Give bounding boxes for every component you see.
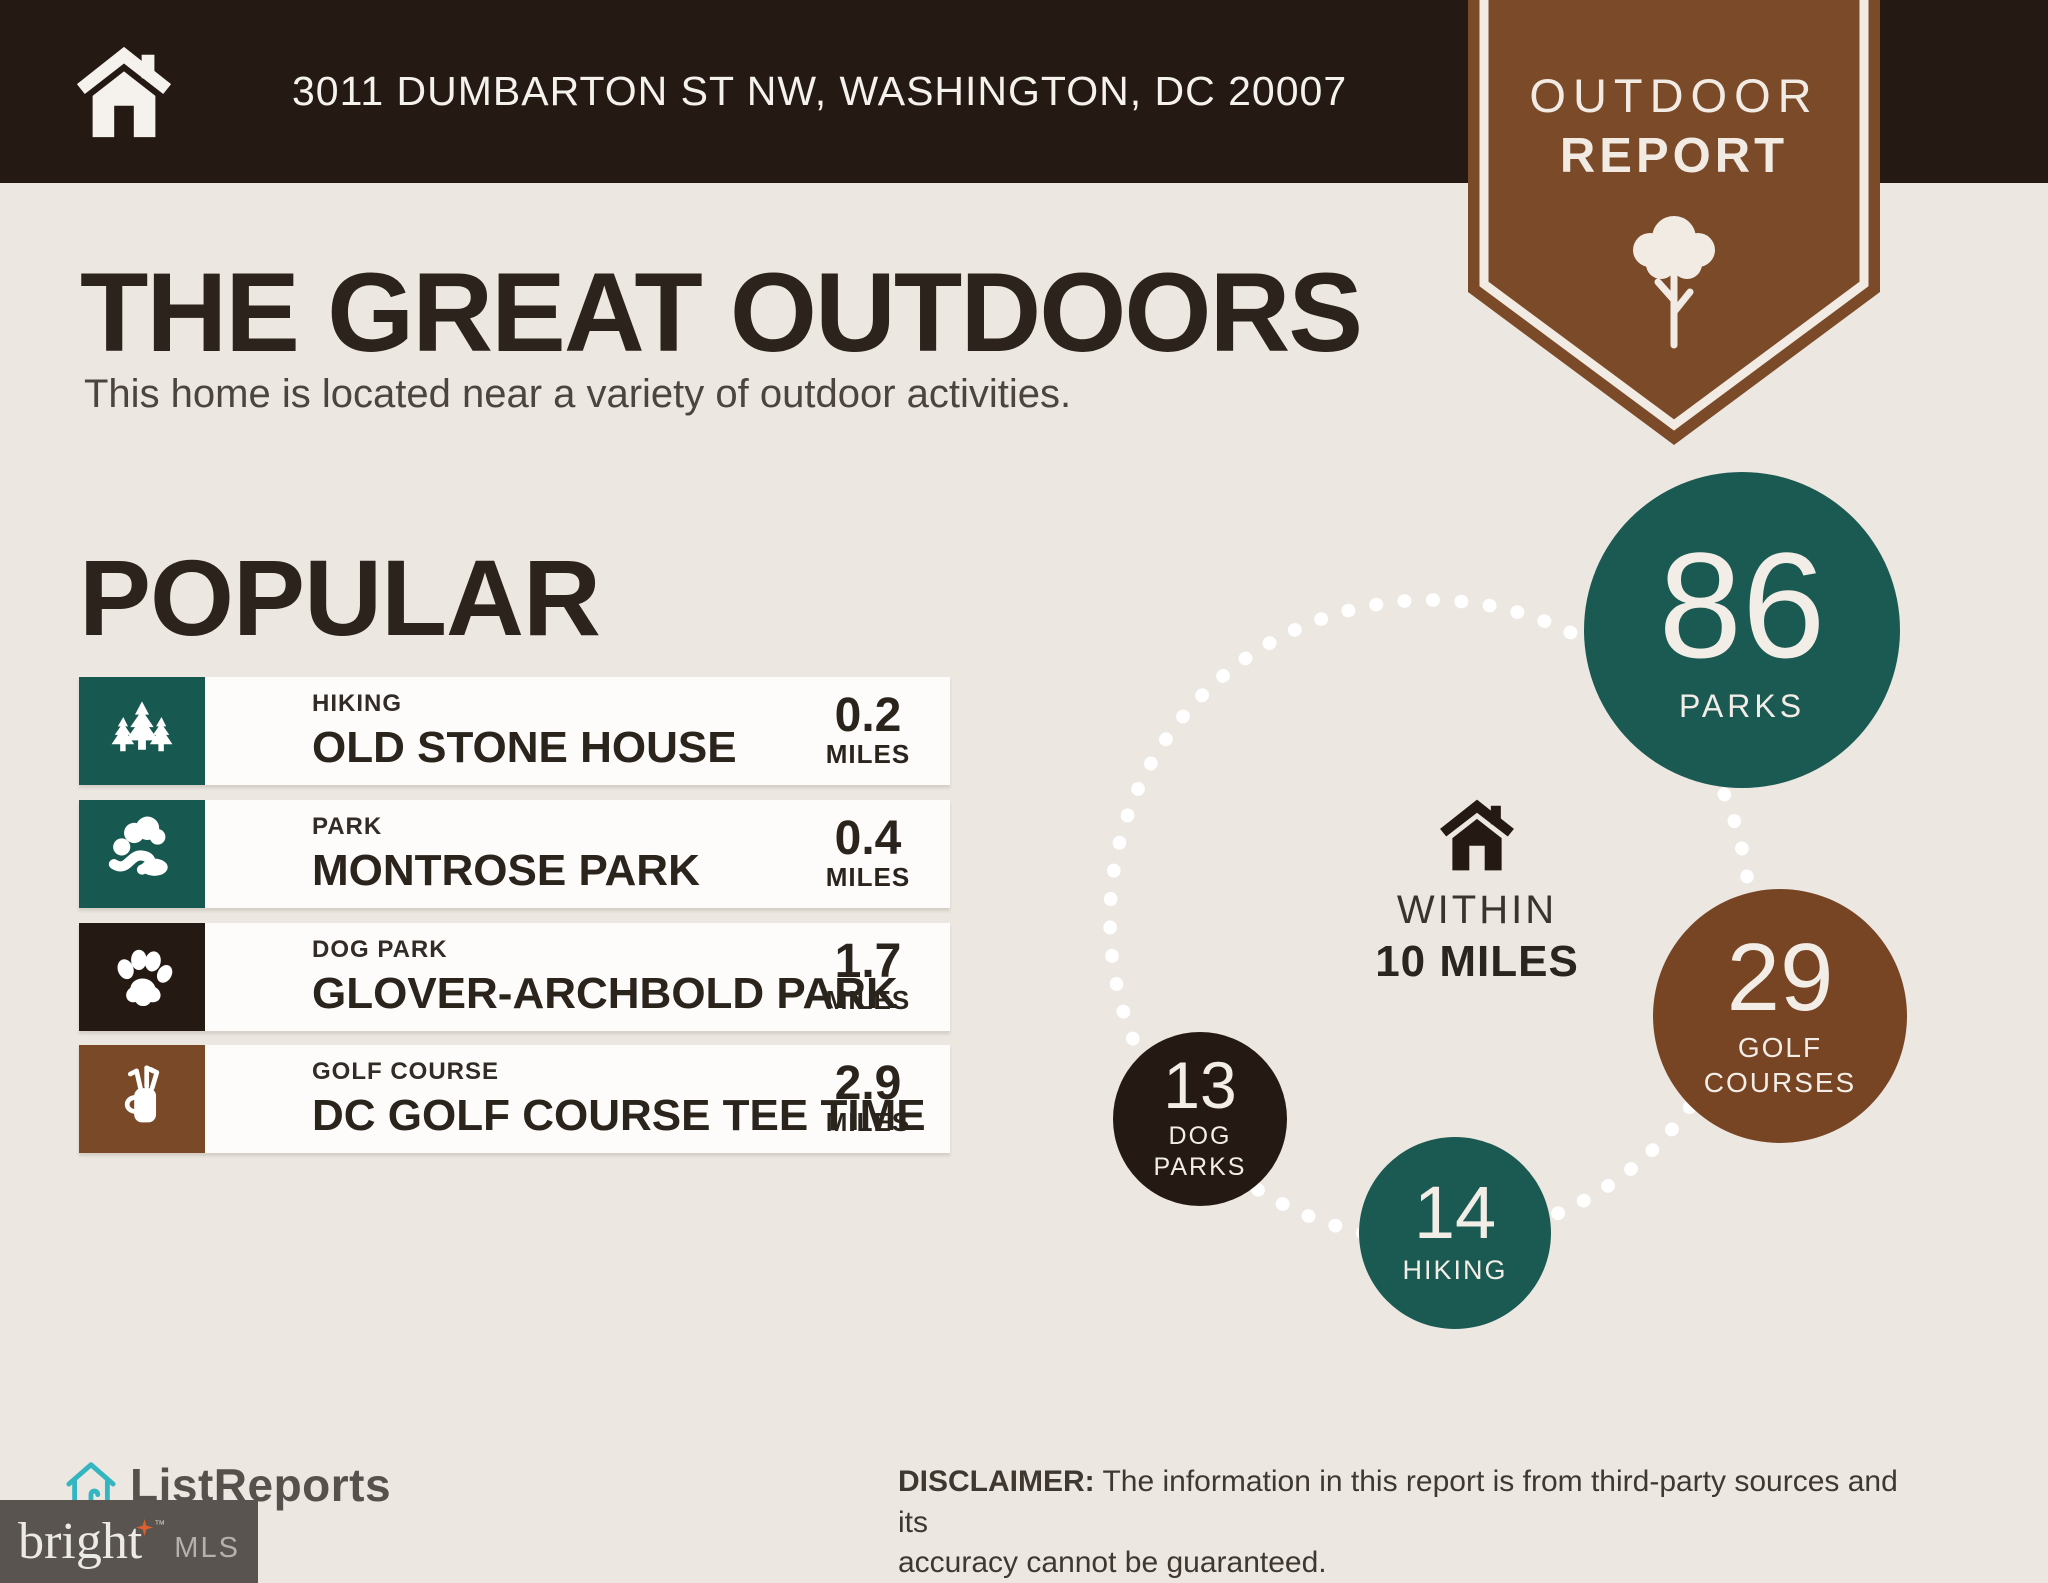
property-address: 3011 DUMBARTON ST NW, WASHINGTON, DC 200… <box>292 68 1348 114</box>
poi-text: HIKING OLD STONE HOUSE <box>312 677 737 785</box>
disclaimer-line2: accuracy cannot be guaranteed. <box>898 1546 1327 1579</box>
stat-bubble-dog-parks: 13 DOG PARKS <box>1113 1032 1287 1206</box>
paw-icon <box>117 949 173 1007</box>
stat-label: DOG PARKS <box>1154 1121 1247 1184</box>
popular-heading: POPULAR <box>79 537 601 658</box>
golf-bag-icon <box>124 1065 160 1123</box>
badge-title-line2: REPORT <box>1560 129 1788 183</box>
poi-name: MONTROSE PARK <box>312 845 700 895</box>
poi-name: DC GOLF COURSE TEE TIME <box>312 1090 926 1140</box>
poi-row-dog-park: DOG PARK GLOVER-ARCHBOLD PARK 1.7 MILES <box>79 923 950 1031</box>
poi-name: OLD STONE HOUSE <box>312 722 737 772</box>
stat-bubble-hiking: 14 HIKING <box>1359 1137 1551 1329</box>
poi-row-hiking: HIKING OLD STONE HOUSE 0.2 MILES <box>79 677 950 785</box>
poi-tile <box>79 923 205 1031</box>
poi-distance: 1.7 MILES <box>808 938 928 1016</box>
stat-label: GOLF COURSES <box>1704 1030 1856 1100</box>
disclaimer-label: DISCLAIMER: <box>898 1465 1095 1498</box>
stat-label-line1: GOLF <box>1737 1031 1823 1063</box>
stat-value: 29 <box>1726 924 1834 1032</box>
stat-label-line2: COURSES <box>1703 1066 1857 1098</box>
mls-wordmark: MLS <box>174 1532 240 1564</box>
page-subtitle: This home is located near a variety of o… <box>84 372 1072 416</box>
stat-label: PARKS <box>1678 688 1806 725</box>
star-icon <box>136 1519 154 1536</box>
poi-distance: 2.9 MILES <box>808 1060 928 1138</box>
poi-text: DOG PARK GLOVER-ARCHBOLD PARK <box>312 923 898 1031</box>
poi-tile <box>79 1045 205 1153</box>
disclaimer-text: DISCLAIMER: The information in this repo… <box>898 1462 1898 1583</box>
poi-distance-unit: MILES <box>825 739 911 770</box>
stat-value: 14 <box>1413 1171 1497 1255</box>
stat-value: 86 <box>1658 520 1826 689</box>
poi-distance-unit: MILES <box>825 862 911 893</box>
stat-label-line2: PARKS <box>1153 1153 1247 1182</box>
poi-category: HIKING <box>312 689 402 717</box>
disclaimer-line1: The information in this report is from t… <box>898 1465 1898 1539</box>
badge-title-line1: OUTDOOR <box>1529 69 1818 122</box>
stat-center-line2: 10 MILES <box>1375 937 1579 986</box>
poi-distance-value: 2.9 <box>834 1057 902 1111</box>
poi-row-park: PARK MONTROSE PARK 0.4 MILES <box>79 800 950 908</box>
poi-row-golf: GOLF COURSE DC GOLF COURSE TEE TIME 2.9 … <box>79 1045 950 1153</box>
tree-icon <box>1633 216 1715 349</box>
outdoor-report-badge: OUTDOOR REPORT <box>1468 0 1880 455</box>
poi-distance-unit: MILES <box>825 985 911 1016</box>
poi-category: GOLF COURSE <box>312 1057 500 1085</box>
poi-distance-unit: MILES <box>825 1107 911 1138</box>
poi-distance: 0.2 MILES <box>808 692 928 770</box>
stat-bubble-parks: 86 PARKS <box>1584 472 1900 788</box>
stat-bubble-golf-courses: 29 GOLF COURSES <box>1653 889 1907 1143</box>
poi-distance-value: 1.7 <box>834 935 902 989</box>
bright-wordmark: bright <box>18 1512 143 1570</box>
park-icon <box>108 816 168 876</box>
poi-text: PARK MONTROSE PARK <box>312 800 700 908</box>
stat-label: HIKING <box>1402 1254 1508 1285</box>
home-icon <box>76 46 172 138</box>
pine-trees-icon <box>111 701 173 752</box>
stat-value: 13 <box>1163 1048 1237 1123</box>
bright-mls-logo: bright ™ MLS <box>0 1500 258 1583</box>
page-title: THE GREAT OUTDOORS <box>80 250 1363 375</box>
poi-category: DOG PARK <box>312 935 448 963</box>
stat-center-line1: WITHIN <box>1396 888 1558 932</box>
poi-tile <box>79 677 205 785</box>
trademark-symbol: ™ <box>154 1518 166 1531</box>
poi-tile <box>79 800 205 908</box>
house-icon <box>1440 799 1514 871</box>
poi-text: GOLF COURSE DC GOLF COURSE TEE TIME <box>312 1045 926 1153</box>
badge-inner-border <box>1479 0 1869 431</box>
stat-label-line1: DOG <box>1168 1122 1232 1151</box>
poi-distance-value: 0.4 <box>834 812 902 866</box>
poi-name: GLOVER-ARCHBOLD PARK <box>312 968 898 1018</box>
poi-distance: 0.4 MILES <box>808 815 928 893</box>
stat-center-home: WITHIN 10 MILES <box>1317 798 1637 987</box>
poi-distance-value: 0.2 <box>834 689 902 743</box>
poi-category: PARK <box>312 812 383 840</box>
